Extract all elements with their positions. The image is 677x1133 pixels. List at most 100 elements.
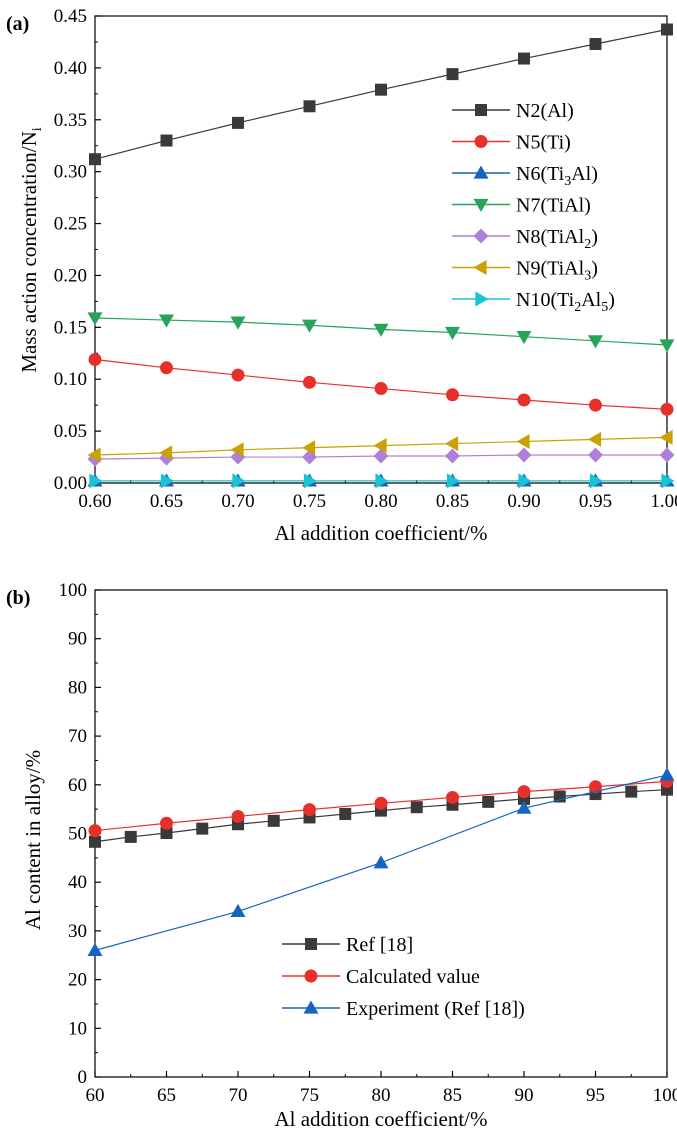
- panel-a-data-point: [303, 100, 316, 113]
- panel-a-data-point: [589, 38, 602, 51]
- panel-a-y-tick-label: 0.30: [54, 162, 87, 183]
- panel-a-data-point: [660, 402, 674, 416]
- panel-a-x-tick-label: 0.85: [436, 491, 469, 512]
- panel-b-label: (b): [6, 587, 30, 609]
- panel-a-series-0: [89, 23, 673, 166]
- panel-a-ticks: 0.60 0.65 0.70 0.75 0.80 0.85 0.90 0.95 1.00 0.00…: [54, 6, 677, 512]
- panel-a-series-1: [88, 353, 674, 416]
- panel-a-data-point: [230, 316, 246, 330]
- panel-a-data-point: [160, 473, 174, 489]
- panel-a-legend-item-4: N8(TiAl2): [452, 226, 598, 252]
- panel-a-data-point: [302, 319, 317, 333]
- panel-a-data-point: [232, 116, 244, 129]
- panel-a-data-point: [588, 431, 602, 447]
- panel-b-x-tick-label: 70: [229, 1085, 248, 1106]
- panel-a-data-point: [659, 429, 673, 445]
- panel-a-data-point: [374, 382, 388, 396]
- panel-b-legend-label: Experiment (Ref [18]): [346, 998, 525, 1020]
- panel-a-series-6: [89, 473, 675, 489]
- panel-b-series: [87, 767, 675, 957]
- panel-a-data-point: [659, 339, 675, 353]
- panel-a-legend-item-3: N7(TiAl): [452, 195, 591, 217]
- panel-b-y-tick-label: 90: [68, 629, 87, 650]
- panel-a-data-point: [303, 473, 317, 489]
- legend-marker-swatch: [304, 969, 318, 983]
- panel-a-x-tick-label: 0.70: [221, 491, 254, 512]
- panel-a-data-point: [661, 23, 673, 36]
- panel-b-data-point: [230, 903, 246, 918]
- panel-a-legend-item-5: N9(TiAl3): [452, 258, 598, 284]
- panel-b-legend-item-0: Ref [18]: [282, 934, 413, 956]
- panel-a-legend-label: N2(Al): [516, 100, 574, 122]
- panel-a-data-point: [231, 368, 245, 382]
- panel-a-data-point: [375, 473, 389, 489]
- panel-a-data-point: [159, 314, 174, 328]
- panel-a-y-tick-label: 0.15: [54, 317, 87, 338]
- panel-a-data-point: [87, 447, 101, 463]
- panel-b-x-tick-label: 90: [515, 1085, 534, 1106]
- panel-a-data-point: [589, 473, 603, 489]
- panel-b-line-chart: (b) 60 65 70 75 80 85 90 95 100 0 10 20 30 40 50 60 70 80…: [6, 580, 677, 1131]
- panel-b-data-point: [659, 767, 675, 781]
- panel-b-legend-item-1: Calculated value: [282, 966, 480, 988]
- panel-b-x-tick-label: 100: [653, 1085, 677, 1106]
- panel-a-series-3: [87, 312, 675, 353]
- panel-a-x-tick-label: 1.00: [650, 491, 677, 512]
- panel-b-y-tick-label: 30: [68, 921, 87, 942]
- panel-b-y-tick-label: 10: [68, 1018, 87, 1039]
- panel-a-legend-item-1: N5(Ti): [452, 132, 571, 154]
- panel-b-data-point: [339, 808, 352, 821]
- panel-a-legend: N2(Al) N5(Ti) N6(Ti3Al) N7(TiAl) N8(TiAl2) N9…: [452, 100, 615, 315]
- panel-b-data-point: [89, 835, 101, 848]
- panel-b-x-tick-label: 75: [300, 1085, 319, 1106]
- panel-b-series-1: [88, 774, 674, 838]
- panel-a-data-point: [303, 375, 316, 389]
- panel-b-y-tick-label: 0: [78, 1067, 88, 1088]
- panel-b-data-point: [374, 796, 388, 810]
- panel-b-data-point: [267, 814, 280, 827]
- panel-b-x-tick-label: 85: [443, 1085, 462, 1106]
- panel-b-legend-label: Calculated value: [346, 966, 480, 988]
- panel-a-data-point: [230, 442, 244, 458]
- panel-b-series-2: [87, 767, 675, 957]
- panel-b-x-axis-title: Al addition coefficient/%: [274, 1107, 487, 1131]
- panel-a-label: (a): [6, 13, 29, 35]
- panel-a-data-point: [588, 447, 603, 463]
- panel-a-legend-label: N9(TiAl3): [516, 258, 598, 284]
- panel-a-y-tick-label: 0.35: [54, 110, 87, 131]
- panel-b-data-point: [589, 780, 602, 794]
- panel-a-data-point: [517, 393, 531, 407]
- panel-b-legend: Ref [18] Calculated value Experiment (Ref …: [282, 934, 525, 1020]
- panel-a-data-point: [159, 445, 173, 461]
- panel-a-series: [87, 23, 675, 489]
- panel-b-y-tick-label: 70: [68, 726, 87, 747]
- panel-a-data-point: [589, 398, 602, 412]
- legend-marker-swatch: [303, 1000, 319, 1014]
- panel-b-y-tick-label: 80: [68, 677, 87, 698]
- panel-a-data-point: [89, 473, 103, 489]
- panel-a-data-point: [88, 353, 102, 367]
- legend-marker-swatch: [473, 260, 487, 275]
- panel-a-y-tick-label: 0.10: [54, 369, 87, 390]
- panel-a-x-tick-label: 0.75: [293, 491, 326, 512]
- panel-a-y-tick-label: 0.40: [54, 58, 87, 79]
- panel-a-legend-label: N10(Ti2Al5): [516, 289, 615, 315]
- panel-b-data-point: [446, 790, 459, 804]
- panel-a-x-tick-label: 0.80: [364, 491, 397, 512]
- panel-a-data-point: [661, 473, 675, 489]
- panel-b-legend-label: Ref [18]: [346, 934, 413, 956]
- panel-a-legend-label: N5(Ti): [516, 132, 571, 154]
- panel-a-x-tick-label: 0.65: [150, 491, 183, 512]
- panel-b-x-tick-label: 80: [372, 1085, 391, 1106]
- panel-a-data-point: [518, 473, 532, 489]
- panel-b-y-tick-label: 40: [68, 872, 87, 893]
- legend-marker-swatch: [473, 198, 489, 212]
- panel-a-data-point: [373, 323, 389, 337]
- panel-a-y-axis-title: Mass action concentration/Ni: [17, 127, 45, 372]
- panel-b-y-tick-label: 20: [68, 970, 87, 991]
- panel-a-legend-label: N8(TiAl2): [516, 226, 598, 252]
- legend-marker-swatch: [305, 938, 317, 950]
- panel-b-data-point: [160, 816, 173, 830]
- panel-a-data-point: [445, 436, 459, 452]
- panel-a-data-point: [445, 448, 460, 464]
